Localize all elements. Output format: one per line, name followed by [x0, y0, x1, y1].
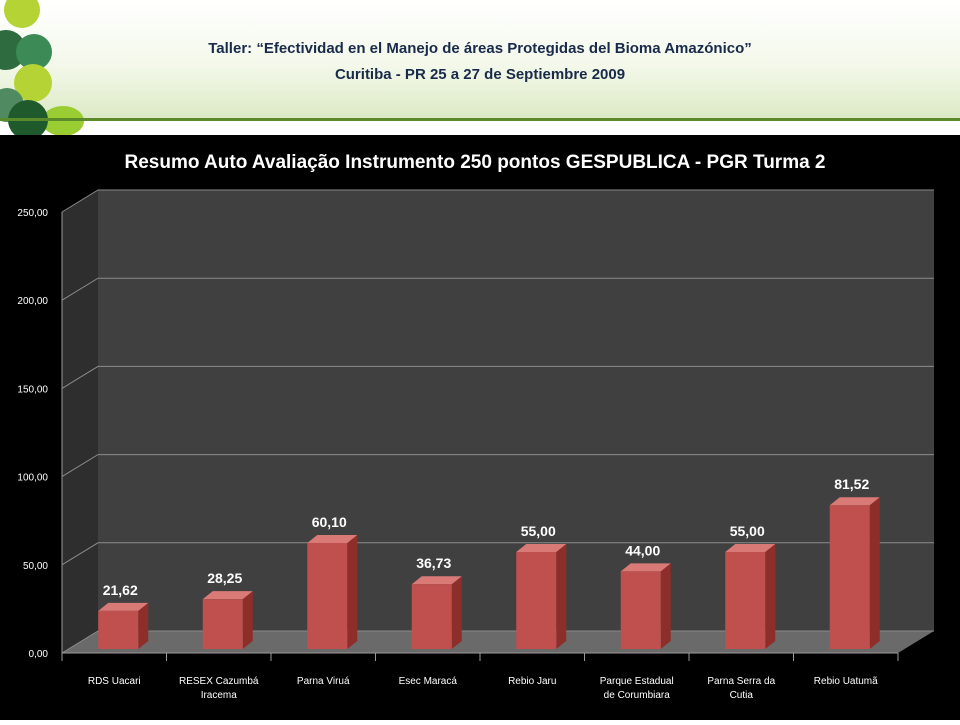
bar [202, 599, 243, 649]
slide-header: Taller: “Efectividad en el Manejo de áre… [0, 0, 960, 140]
data-label: 60,10 [312, 514, 347, 530]
bar-top [725, 543, 776, 552]
bar-side [660, 563, 671, 649]
plot-floor [62, 631, 934, 653]
gridline [61, 365, 934, 389]
bar [620, 571, 661, 649]
bar-chart: Resumo Auto Avaliação Instrumento 250 po… [17, 152, 934, 701]
x-tick-label: Parque Estadual [600, 676, 674, 687]
x-tick-label: Cutia [730, 690, 754, 701]
bar [829, 505, 870, 649]
plot-side-wall [62, 190, 98, 653]
x-tick-label: Iracema [201, 690, 238, 701]
x-tick-label: Esec Maracá [399, 676, 458, 687]
bar-side [765, 543, 776, 649]
decor-circle [42, 106, 84, 136]
bar [725, 551, 766, 649]
bar-top [829, 497, 880, 506]
y-tick-label: 0,00 [29, 649, 49, 660]
bar-top [202, 591, 253, 600]
bar-top [411, 576, 462, 585]
plot-back-wall [98, 190, 934, 631]
header-divider [0, 118, 960, 121]
bar-side [347, 534, 358, 649]
gridline [61, 542, 934, 566]
bar [411, 584, 452, 649]
workshop-title: Taller: “Efectividad en el Manejo de áre… [208, 40, 752, 57]
workshop-subtitle: Curitiba - PR 25 a 27 de Septiembre 2009 [334, 66, 626, 83]
bar-top [307, 534, 358, 543]
chart-title: Resumo Auto Avaliação Instrumento 250 po… [125, 152, 826, 173]
bar-top [516, 543, 567, 552]
bar-top [98, 602, 149, 611]
bar-side [242, 591, 253, 649]
decor-circle [4, 0, 40, 28]
data-label: 81,52 [834, 476, 869, 492]
x-tick-label: Rebio Jaru [508, 676, 556, 687]
data-label: 55,00 [521, 523, 556, 539]
bar-side [869, 497, 880, 649]
x-tick-label: RESEX Cazumbá [179, 676, 259, 687]
data-label: 44,00 [625, 542, 660, 558]
y-tick-label: 150,00 [17, 384, 48, 395]
bar [516, 551, 557, 649]
gridline [61, 277, 934, 301]
x-tick-label: de Corumbiara [604, 690, 671, 701]
bar [98, 610, 139, 649]
chart-area: Resumo Auto Avaliação Instrumento 250 po… [0, 135, 960, 720]
bar [307, 542, 348, 649]
y-tick-label: 200,00 [17, 296, 48, 307]
y-tick-label: 100,00 [17, 473, 48, 484]
bar-side [451, 576, 462, 649]
data-label: 36,73 [416, 555, 451, 571]
gridline [61, 454, 934, 478]
x-tick-label: Parna Viruá [297, 676, 350, 687]
y-tick-label: 50,00 [23, 561, 48, 572]
y-tick-label: 250,00 [17, 208, 48, 219]
x-tick-label: Rebio Uatumã [814, 676, 878, 687]
gridline [61, 189, 934, 213]
x-tick-label: Parna Serra da [707, 676, 775, 687]
bar-side [556, 543, 567, 649]
bar-top [620, 563, 671, 572]
bar-side [138, 602, 149, 649]
x-tick-label: RDS Uacari [88, 676, 141, 687]
data-label: 55,00 [730, 523, 765, 539]
data-label: 21,62 [103, 582, 138, 598]
data-label: 28,25 [207, 570, 242, 586]
